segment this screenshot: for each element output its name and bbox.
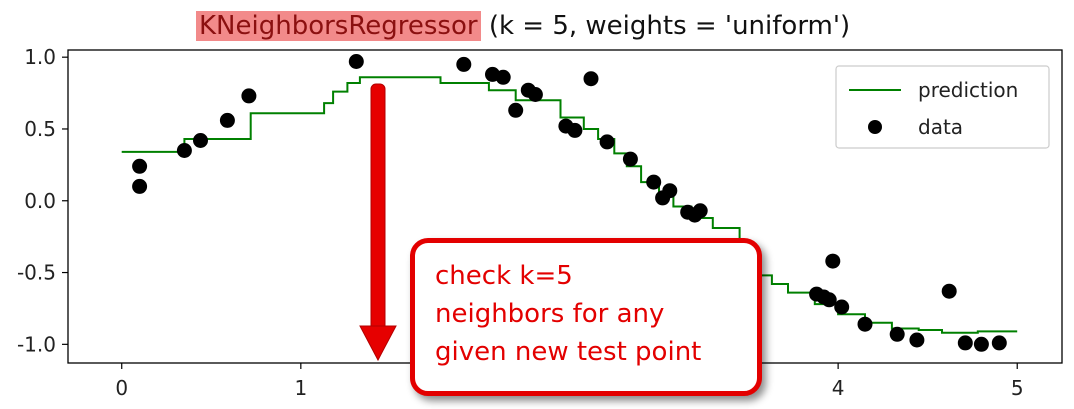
arrow-shaft <box>370 83 386 335</box>
x-tick-label: 5 <box>1011 376 1024 400</box>
title-highlight: KNeighborsRegressor <box>196 11 481 41</box>
title-params: (k = 5, weights = 'uniform') <box>488 11 851 41</box>
legend-data-label: data <box>918 115 963 139</box>
data-point <box>941 283 957 299</box>
y-tick-label: -0.5 <box>17 261 56 285</box>
data-point <box>991 335 1007 351</box>
legend-box <box>835 65 1050 149</box>
data-point <box>889 326 905 342</box>
data-point <box>176 143 192 158</box>
legend-data-marker <box>868 120 882 134</box>
x-tick-label: 1 <box>294 376 307 400</box>
arrow-head <box>359 325 397 362</box>
callout-line-3: given new test point <box>435 337 702 367</box>
plot-layer: 0 1 4 5 1.0 0.5 0.0 -0.5 -1.0 <box>17 45 1024 400</box>
legend-prediction-label: prediction <box>918 78 1018 102</box>
data-point <box>132 158 148 174</box>
callout-line-1: check k=5 <box>435 261 573 291</box>
data-point <box>909 332 925 348</box>
data-point <box>692 203 708 219</box>
data-point <box>662 183 678 199</box>
data-point <box>583 71 599 87</box>
data-point <box>646 174 662 190</box>
data-point <box>567 122 583 138</box>
red-arrow-annotation <box>359 83 397 362</box>
data-point <box>219 112 235 128</box>
legend: prediction data <box>835 65 1050 149</box>
data-point <box>622 151 638 167</box>
data-point <box>508 102 524 118</box>
y-tick-label: 1.0 <box>24 45 56 69</box>
data-point <box>957 335 973 351</box>
data-point <box>825 253 841 269</box>
chart-title: KNeighborsRegressor (k = 5, weights = 'u… <box>196 6 850 46</box>
x-tick-label: 4 <box>832 376 845 400</box>
y-tick-label: -1.0 <box>17 332 56 356</box>
data-point <box>456 56 472 72</box>
data-point <box>193 133 208 148</box>
data-point <box>241 88 257 104</box>
data-point <box>834 299 850 315</box>
data-point <box>599 134 615 150</box>
data-point <box>132 178 148 194</box>
y-tick-label: 0.0 <box>24 189 56 213</box>
x-tick-label: 0 <box>115 376 128 400</box>
data-point <box>857 316 873 332</box>
data-point <box>527 87 543 102</box>
data-point <box>495 69 511 85</box>
data-point <box>973 336 989 352</box>
callout-line-2: neighbors for any <box>435 299 665 329</box>
y-tick-label: 0.5 <box>24 117 56 141</box>
data-point <box>348 54 364 69</box>
data-point <box>821 292 837 308</box>
callout-box: check k=5 neighbors for any given new te… <box>410 238 762 396</box>
